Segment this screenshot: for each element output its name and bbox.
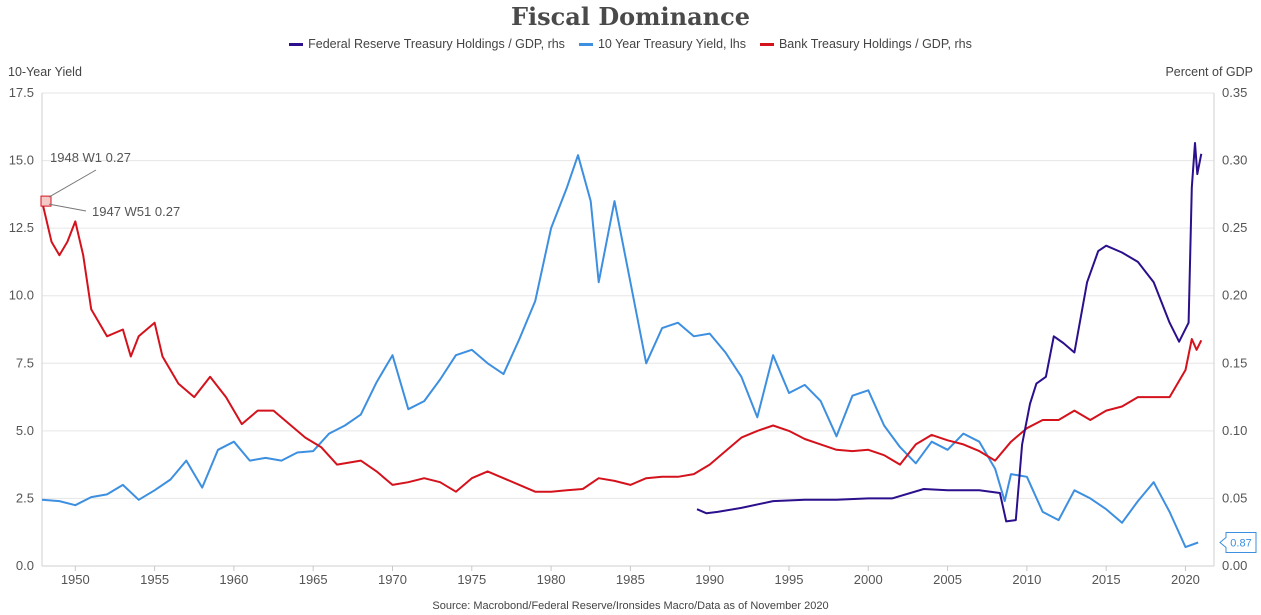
left-axis-title: 10-Year Yield — [8, 65, 82, 79]
y-left-tick-label: 0.0 — [16, 558, 34, 573]
x-tick-label: 1970 — [378, 572, 407, 587]
x-tick-label: 2020 — [1171, 572, 1200, 587]
legend-label-fed: Federal Reserve Treasury Holdings / GDP,… — [308, 37, 565, 51]
last-value-badge — [1219, 531, 1257, 553]
chart-title: Fiscal Dominance — [511, 2, 750, 31]
annotation-1948: 1948 W1 0.27 — [50, 150, 131, 165]
annotation-1947: 1947 W51 0.27 — [92, 204, 180, 219]
y-left-tick-label: 10.0 — [9, 288, 34, 303]
legend-swatch-fed — [289, 42, 304, 46]
source-note: Source: Macrobond/Federal Reserve/Ironsi… — [432, 600, 829, 612]
x-tick-label: 1960 — [219, 572, 248, 587]
x-tick-label: 2010 — [1012, 572, 1041, 587]
y-right-tick-label: 0.35 — [1222, 85, 1247, 100]
y-left-tick-label: 2.5 — [16, 490, 34, 505]
y-right-tick-label: 0.05 — [1222, 490, 1247, 505]
x-tick-label: 1980 — [537, 572, 566, 587]
y-right-tick-label: 0.25 — [1222, 220, 1247, 235]
legend-item-bank[interactable]: Bank Treasury Holdings / GDP, rhs — [759, 37, 972, 51]
fed-holdings-line — [696, 142, 1203, 523]
y-right-tick-label: 0.20 — [1222, 288, 1247, 303]
x-tick-label: 1965 — [299, 572, 328, 587]
y-left-tick-label: 5.0 — [16, 423, 34, 438]
y-right-tick-label: 0.10 — [1222, 423, 1247, 438]
legend-label-bank: Bank Treasury Holdings / GDP, rhs — [778, 37, 972, 51]
x-tick-label: 1955 — [140, 572, 169, 587]
x-tick-label: 2015 — [1092, 572, 1121, 587]
legend-item-yield[interactable]: 10 Year Treasury Yield, lhs — [578, 37, 746, 51]
x-tick-label: 1985 — [616, 572, 645, 587]
right-axis-title: Percent of GDP — [1165, 65, 1253, 79]
x-tick-label: 2000 — [854, 572, 883, 587]
x-tick-label: 1990 — [695, 572, 724, 587]
x-tick-label: 2005 — [933, 572, 962, 587]
y-left-tick-label: 17.5 — [9, 85, 34, 100]
y-right-tick-label: 0.00 — [1222, 558, 1247, 573]
y-left-tick-label: 7.5 — [16, 355, 34, 370]
legend: Federal Reserve Treasury Holdings / GDP,… — [0, 37, 1261, 51]
legend-item-fed[interactable]: Federal Reserve Treasury Holdings / GDP,… — [289, 37, 565, 51]
legend-swatch-yield — [578, 42, 593, 46]
legend-swatch-bank — [759, 42, 774, 46]
callout-leader — [48, 169, 97, 198]
y-left-tick-label: 15.0 — [9, 153, 34, 168]
y-right-tick-label: 0.30 — [1222, 153, 1247, 168]
x-tick-label: 1995 — [775, 572, 804, 587]
last-value-label: 0.87 — [1230, 537, 1251, 549]
y-left-tick-label: 12.5 — [9, 220, 34, 235]
x-tick-label: 1950 — [61, 572, 90, 587]
callout-leader — [48, 203, 87, 212]
x-tick-label: 1975 — [457, 572, 486, 587]
bank-holdings-line — [41, 200, 1203, 493]
y-right-tick-label: 0.15 — [1222, 355, 1247, 370]
legend-label-yield: 10 Year Treasury Yield, lhs — [597, 37, 746, 51]
highlight-marker — [40, 195, 52, 207]
treasury-yield-line — [41, 154, 1199, 549]
